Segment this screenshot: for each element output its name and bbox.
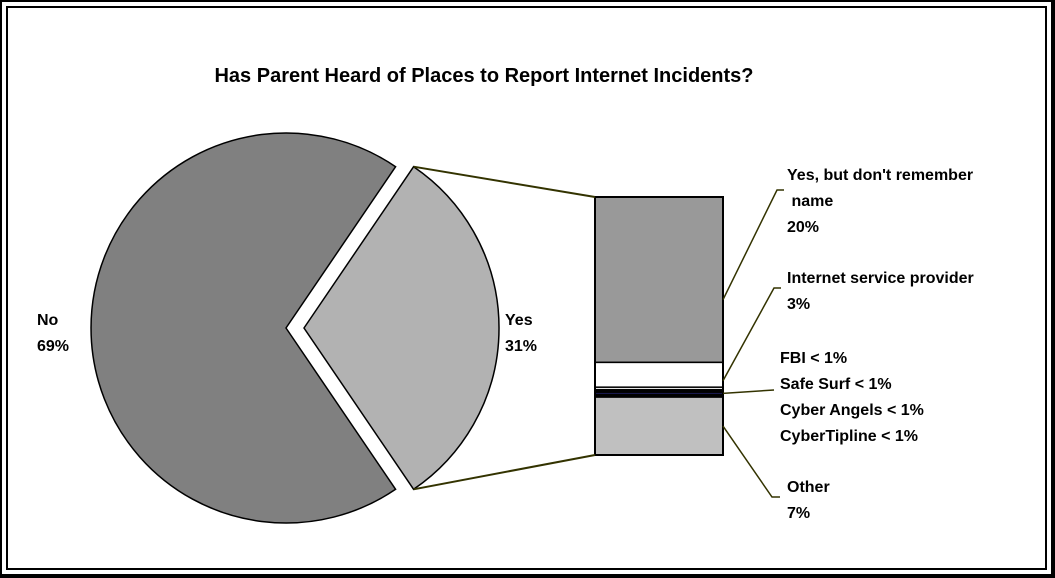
leader-dont-remember: [722, 189, 784, 301]
connector-line-bottom: [413, 454, 596, 491]
label-cybertipline: CyberTipline < 1%: [780, 428, 918, 445]
pie-slice-yes: [303, 165, 500, 491]
bar-seg-other: [594, 396, 724, 456]
value-dont-remember: 20%: [787, 219, 819, 236]
label-safe-surf: Safe Surf < 1%: [780, 376, 892, 393]
bar-seg-isp: [594, 361, 724, 388]
chart-area-border: [6, 6, 1047, 570]
label-cyber-angels: Cyber Angels < 1%: [780, 402, 924, 419]
label-other: Other: [787, 479, 830, 496]
leader-other: [722, 425, 780, 498]
connector-line-top: [413, 165, 596, 198]
pie-slice-no: [90, 132, 397, 524]
leader-isp: [722, 287, 781, 382]
breakdown-bar: [594, 196, 724, 456]
leader-small-items: [722, 389, 775, 395]
pie-value-yes: 31%: [505, 338, 537, 355]
label-dont-remember-line2: name: [787, 193, 833, 210]
leader-lines: [722, 189, 784, 498]
pie-label-no: No: [37, 312, 59, 329]
value-isp: 3%: [787, 296, 810, 313]
pie-label-yes: Yes: [505, 312, 533, 329]
breakdown-bar-outline: [594, 196, 724, 456]
label-dont-remember-line1: Yes, but don't remember: [787, 167, 973, 184]
pie-value-no: 69%: [37, 338, 69, 355]
chart-title: Has Parent Heard of Places to Report Int…: [214, 65, 753, 87]
label-fbi: FBI < 1%: [780, 350, 847, 367]
bar-seg-dont-remember: [594, 196, 724, 364]
label-isp: Internet service provider: [787, 270, 974, 287]
value-other: 7%: [787, 505, 810, 522]
